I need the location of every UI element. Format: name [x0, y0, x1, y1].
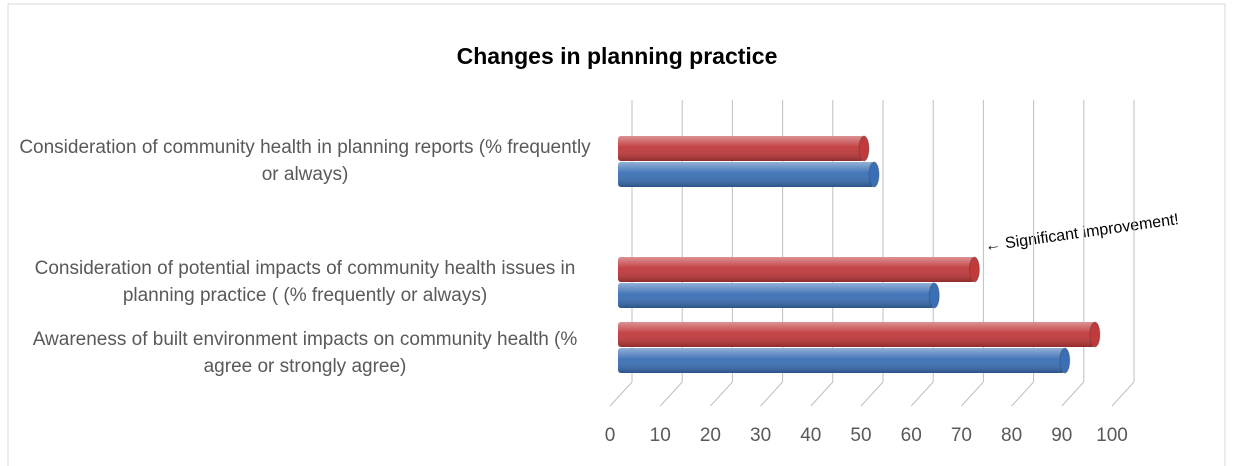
- x-tick-label: 100: [1096, 425, 1128, 446]
- bar-shine: [618, 348, 1065, 373]
- grid-floor-line: [760, 381, 783, 407]
- x-tick-label: 30: [750, 425, 771, 446]
- bar-shine: [618, 283, 935, 308]
- grid-floor-line: [860, 381, 884, 407]
- x-tick-label: 60: [901, 425, 922, 446]
- grid-floor-line: [659, 381, 683, 407]
- grid-floor-line: [1011, 381, 1034, 407]
- x-tick-label: 40: [800, 425, 821, 446]
- x-tick-label: 90: [1051, 425, 1072, 446]
- bar-cap: [1089, 321, 1101, 348]
- bar-shine: [618, 322, 1095, 347]
- x-tick-label: 10: [650, 425, 671, 446]
- grid-floor-line: [810, 381, 834, 407]
- x-tick-label: 50: [850, 425, 871, 446]
- bar-cap: [928, 282, 940, 309]
- x-tick-label: 80: [1001, 425, 1022, 446]
- bar-shine: [618, 136, 864, 161]
- grid-floor-line: [961, 381, 984, 407]
- x-tick-label: 0: [605, 425, 616, 446]
- bar-cap: [1059, 347, 1071, 374]
- y-tick-label: Consideration of community health in pla…: [19, 137, 591, 185]
- grid-floor-line: [1061, 381, 1085, 407]
- chart-title: Changes in planning practice: [457, 43, 778, 69]
- bar-cap: [968, 256, 980, 283]
- grid-floor-line: [609, 381, 633, 407]
- bar-cap: [868, 161, 880, 188]
- bar-cap: [858, 135, 870, 162]
- bar-shine: [618, 257, 975, 282]
- x-tick-label: 70: [951, 425, 972, 446]
- frame: [7, 3, 1226, 466]
- grid-floor-line: [710, 381, 733, 407]
- y-tick-label: Awareness of built environment impacts o…: [32, 329, 578, 377]
- bar-shine: [618, 162, 875, 187]
- y-tick-label: Consideration of potential impacts of co…: [34, 258, 576, 306]
- grid-floor-line: [910, 381, 934, 407]
- annotation: ← Significant improvement!: [984, 211, 1180, 255]
- x-tick-label: 20: [700, 425, 721, 446]
- grid-floor-line: [1111, 381, 1135, 407]
